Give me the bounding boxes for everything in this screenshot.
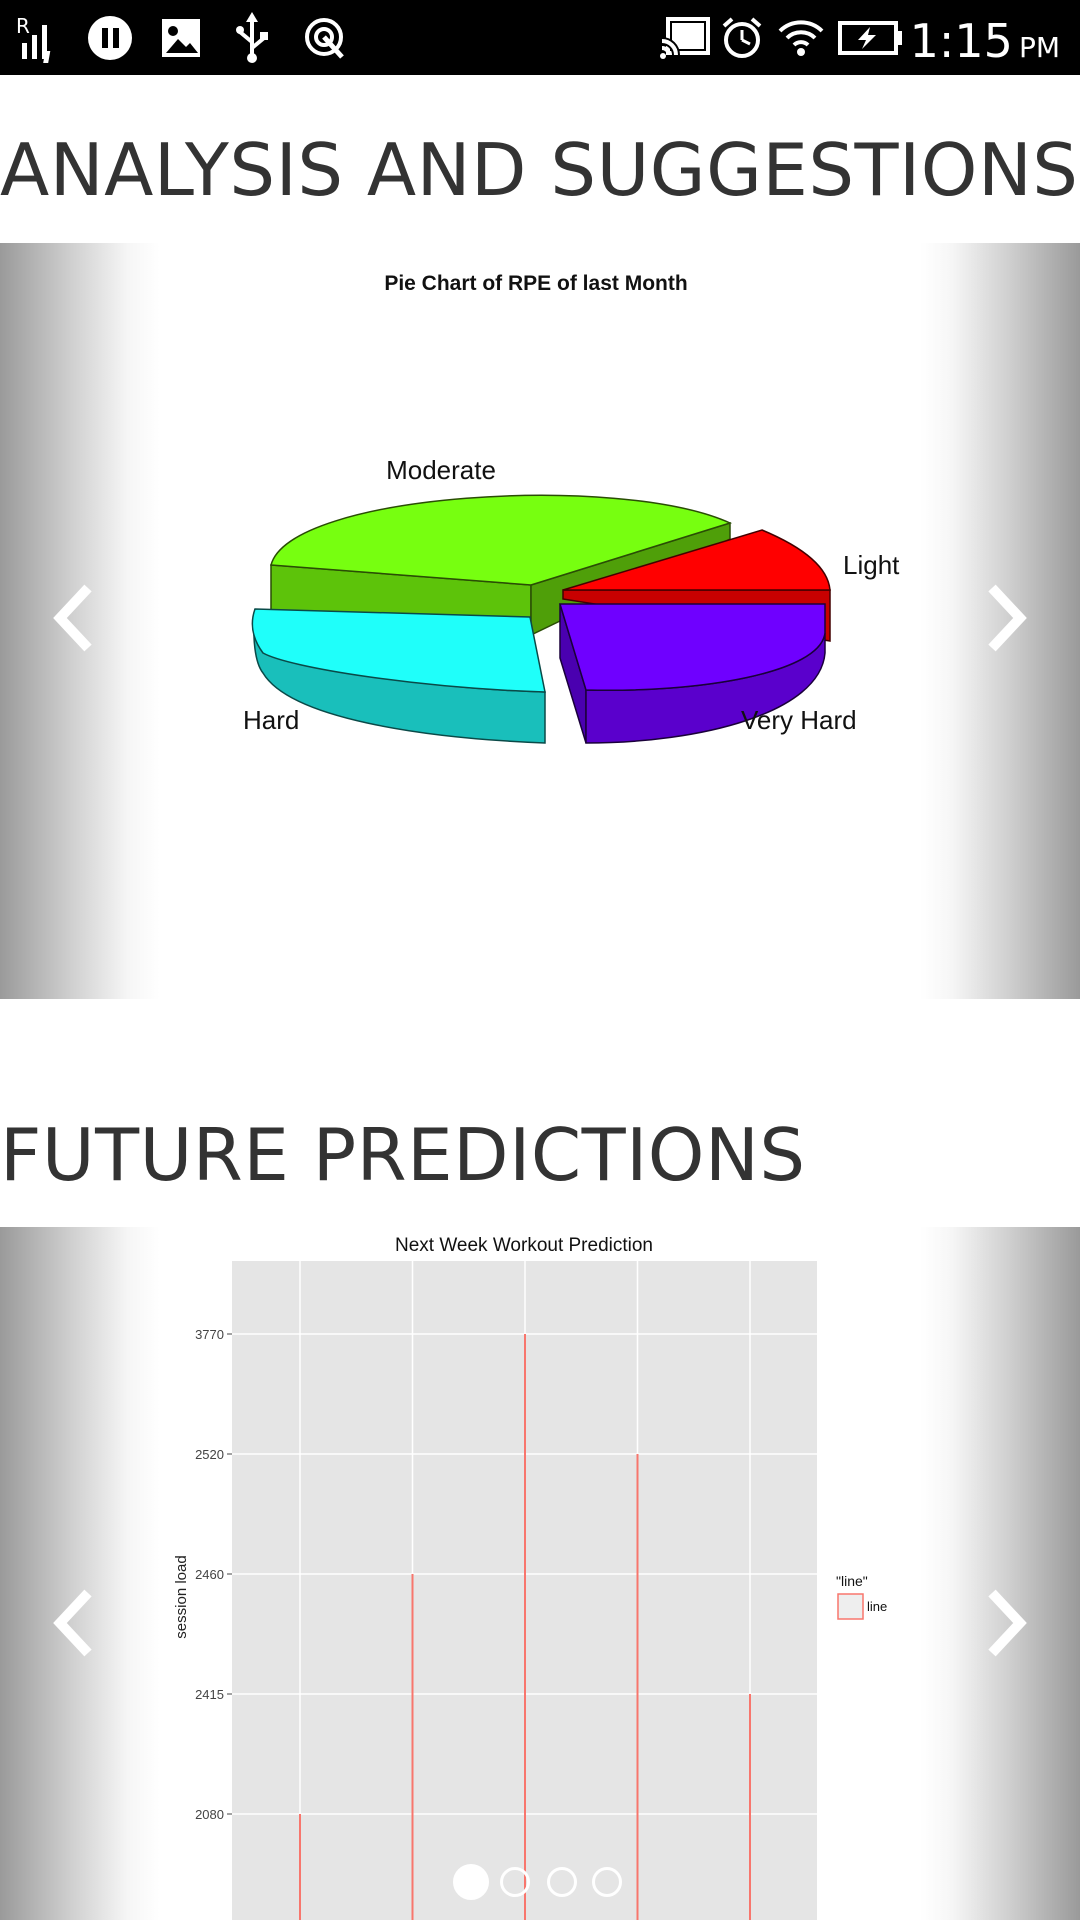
legend-title: "line" <box>836 1573 868 1589</box>
image-icon <box>160 0 202 75</box>
chevron-left-icon <box>53 584 92 652</box>
touch-icon <box>302 0 348 75</box>
clock-time: 1:15 <box>909 14 1013 68</box>
status-bar: R <box>0 0 1080 75</box>
status-clock: 1:15 PM <box>910 0 1060 75</box>
chevron-right-icon <box>988 584 1027 652</box>
battery-icon <box>838 0 904 75</box>
carousel-next-arrow[interactable] <box>972 578 1032 658</box>
alarm-icon <box>720 0 764 75</box>
wifi-icon <box>778 0 824 75</box>
pie-label-hard: Hard <box>243 705 299 735</box>
carousel-right-shade <box>920 243 1080 999</box>
analysis-title: ANALYSIS AND SUGGESTIONS <box>0 128 1079 212</box>
y-tick-label: 2415 <box>195 1687 224 1702</box>
carousel-dot-1[interactable] <box>453 1864 489 1900</box>
carousel-dot-3[interactable] <box>547 1867 577 1897</box>
pie-label-moderate: Moderate <box>386 455 496 485</box>
signal-icon: R <box>14 0 72 75</box>
svg-text:R: R <box>16 14 30 38</box>
y-tick-label: 3770 <box>195 1327 224 1342</box>
carousel-next-arrow[interactable] <box>972 1583 1032 1663</box>
chevron-right-icon <box>988 1589 1027 1657</box>
rpe-pie-chart: Pie Chart of RPE of last Month Moderate … <box>243 272 900 744</box>
carousel-left-shade <box>0 243 160 999</box>
carousel-dot-4[interactable] <box>592 1867 622 1897</box>
bars <box>299 1334 751 1920</box>
pie-slice-hard <box>251 608 546 744</box>
pie-slice-very-hard <box>558 603 826 744</box>
carousel-dot-2[interactable] <box>500 1867 530 1897</box>
carousel-left-shade <box>0 1227 160 1920</box>
pie-label-very-hard: Very Hard <box>741 705 857 735</box>
pie-chart-title: Pie Chart of RPE of last Month <box>384 272 687 295</box>
cast-icon <box>660 0 710 75</box>
carousel-right-shade <box>920 1227 1080 1920</box>
carousel-prev-arrow[interactable] <box>48 578 108 658</box>
bar-chart-title: Next Week Workout Prediction <box>395 1235 653 1256</box>
y-axis-label: session load <box>173 1555 190 1638</box>
future-carousel[interactable]: Next Week Workout Prediction 3770 2520 246… <box>0 1227 1080 1920</box>
pie-label-light: Light <box>843 550 900 580</box>
chevron-left-icon <box>53 1589 92 1657</box>
carousel-prev-arrow[interactable] <box>48 1583 108 1663</box>
y-tick-label: 2520 <box>195 1447 224 1462</box>
legend-entry: line <box>867 1599 887 1614</box>
y-tick-label: 2080 <box>195 1807 224 1822</box>
pause-icon <box>86 0 134 75</box>
y-tick-label: 2460 <box>195 1567 224 1582</box>
legend-key <box>837 1593 864 1620</box>
future-title: FUTURE PREDICTIONS <box>0 1113 806 1197</box>
usb-icon <box>232 0 272 75</box>
y-axis-ticks: 3770 2520 2460 2415 2080 <box>195 1327 232 1822</box>
workout-prediction-chart: Next Week Workout Prediction 3770 2520 246… <box>173 1235 887 1920</box>
analysis-carousel[interactable]: Pie Chart of RPE of last Month Moderate … <box>0 243 1080 999</box>
clock-ampm: PM <box>1018 31 1060 64</box>
